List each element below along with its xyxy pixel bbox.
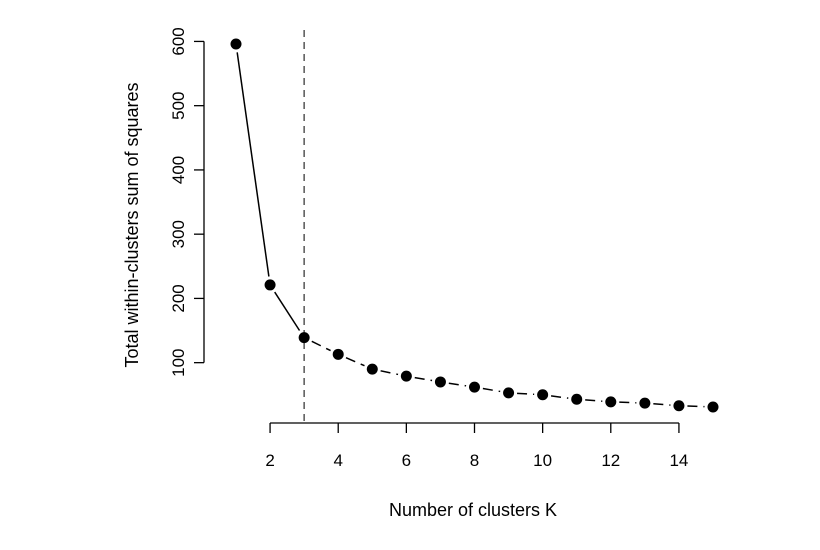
y-axis: 100 200 300 400 500 600 [169,27,205,377]
data-point [264,279,276,291]
series-lines [236,52,705,408]
data-point [537,389,549,401]
x-tick-label: 12 [601,451,620,470]
series-points [230,38,719,413]
series-segment [482,387,501,393]
data-point [366,363,378,375]
series-segment [311,340,331,352]
data-point [332,348,344,360]
series-segment [380,370,399,376]
data-point [230,38,242,50]
data-point [707,401,719,413]
series-segment [585,399,603,402]
y-tick-label: 200 [169,284,188,312]
data-point [571,393,583,405]
series-segment [236,52,270,277]
y-tick-label: 300 [169,220,188,248]
series-segment [345,357,365,367]
data-point [434,376,446,388]
data-point [298,332,310,344]
series-segment [517,392,535,396]
series-segment [274,291,301,331]
data-point [673,400,685,412]
x-axis: 2 4 6 8 10 12 14 [265,422,688,470]
data-point [469,381,480,393]
x-tick-label: 2 [265,451,274,470]
y-tick-label: 600 [169,27,188,55]
series-segment [550,395,569,399]
x-tick-label: 8 [470,451,479,470]
series-segment [653,403,671,406]
data-point [605,396,617,408]
x-tick-label: 10 [533,451,552,470]
x-tick-label: 4 [333,451,342,470]
y-tick-label: 400 [169,156,188,184]
series-segment [448,382,467,387]
data-point [400,370,412,382]
y-axis-title: Total within-clusters sum of squares [122,82,142,367]
series-segment [619,401,637,404]
data-point [639,397,651,409]
y-tick-label: 100 [169,348,188,376]
series-segment [414,376,433,382]
x-tick-label: 6 [402,451,411,470]
series-segment [687,405,705,408]
y-tick-label: 500 [169,91,188,119]
x-axis-title: Number of clusters K [389,500,557,520]
x-tick-label: 14 [669,451,688,470]
data-point [503,387,515,399]
